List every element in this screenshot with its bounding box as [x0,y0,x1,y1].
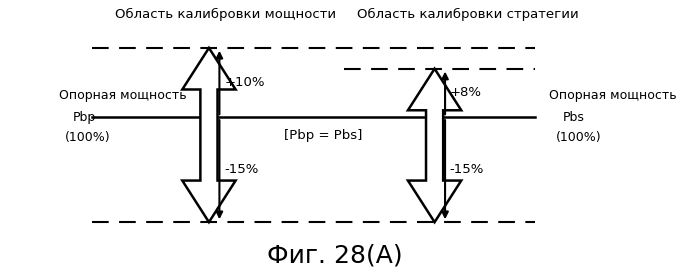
Text: Опорная мощность: Опорная мощность [59,89,186,102]
Text: (100%): (100%) [556,131,601,144]
Text: -15%: -15% [224,163,258,176]
Text: +8%: +8% [450,86,482,100]
Text: Pbp: Pbp [73,111,96,124]
Polygon shape [182,48,236,222]
Text: Pbs: Pbs [563,111,585,124]
Text: -15%: -15% [450,163,484,176]
Text: Фиг. 28(А): Фиг. 28(А) [267,244,402,268]
Text: [Pbp = Pbs]: [Pbp = Pbs] [284,128,363,142]
Text: Область калибровки стратегии: Область калибровки стратегии [357,8,579,21]
Text: Опорная мощность: Опорная мощность [549,89,676,102]
Text: (100%): (100%) [65,131,111,144]
Text: Область калибровки мощности: Область калибровки мощности [115,8,336,21]
Text: +10%: +10% [224,76,265,89]
Polygon shape [408,69,461,222]
